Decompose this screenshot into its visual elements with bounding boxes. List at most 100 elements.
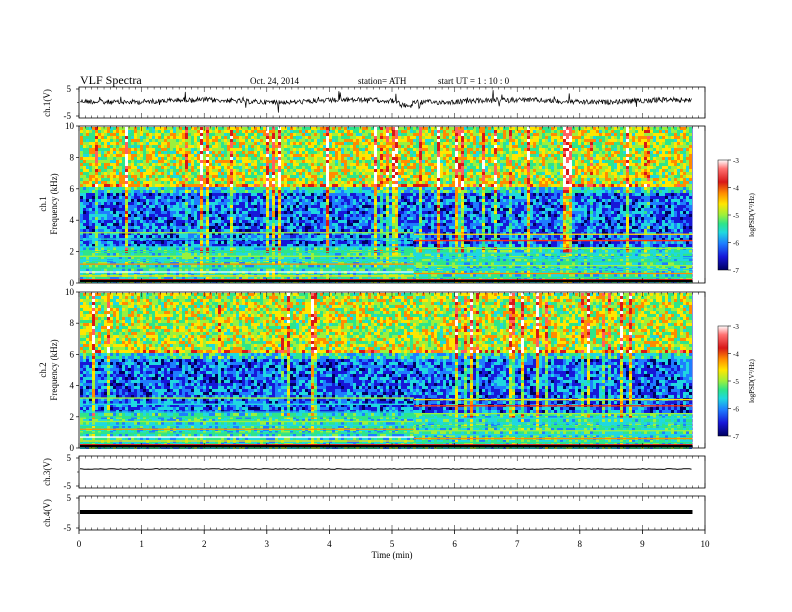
spectrogram-cell bbox=[446, 136, 449, 139]
spectrogram-cell bbox=[101, 142, 104, 145]
spectrogram-cell bbox=[116, 187, 119, 190]
spectrogram-cell bbox=[422, 196, 425, 199]
spectrogram-cell bbox=[440, 169, 443, 172]
spectrogram-cell bbox=[317, 184, 320, 187]
spectrogram-cell bbox=[320, 127, 323, 130]
spectrogram-cell bbox=[413, 154, 416, 157]
spectrogram-cell bbox=[293, 187, 296, 190]
spectrogram-cell bbox=[665, 130, 668, 133]
spectrogram-cell bbox=[638, 127, 641, 130]
spectrogram-cell bbox=[152, 130, 155, 133]
spectrogram-cell bbox=[269, 151, 272, 154]
spectrogram-cell bbox=[233, 139, 236, 142]
spectrogram-cell bbox=[296, 139, 299, 142]
spectrogram-cell bbox=[410, 157, 413, 160]
spectrogram-cell bbox=[593, 127, 596, 130]
spectrogram-cell bbox=[530, 139, 533, 142]
spectrogram-cell bbox=[422, 151, 425, 154]
spectrogram-cell bbox=[512, 163, 515, 166]
spectrogram-cell bbox=[674, 133, 677, 136]
spectrogram-cell bbox=[362, 169, 365, 172]
spectrogram-cell bbox=[179, 163, 182, 166]
spectrogram-cell bbox=[341, 142, 344, 145]
spectrogram-cell bbox=[104, 199, 107, 202]
spectrogram-cell bbox=[509, 130, 512, 133]
spectrogram-cell bbox=[458, 166, 461, 169]
spectrogram-cell bbox=[599, 148, 602, 151]
spectrogram-cell bbox=[287, 199, 290, 202]
spectrogram-cell bbox=[395, 166, 398, 169]
spectrogram-cell bbox=[623, 136, 626, 139]
spectrogram-cell bbox=[335, 175, 338, 178]
spectrogram-cell bbox=[452, 133, 455, 136]
spectrogram-cell bbox=[245, 172, 248, 175]
spectrogram-cell bbox=[335, 139, 338, 142]
spectrogram-cell bbox=[185, 145, 188, 148]
spectrogram-cell bbox=[278, 199, 281, 202]
spectrogram-cell bbox=[659, 172, 662, 175]
spectrogram-cell bbox=[428, 178, 431, 181]
spectrogram-cell bbox=[599, 154, 602, 157]
spectrogram-cell bbox=[185, 130, 188, 133]
spectrogram-cell bbox=[662, 157, 665, 160]
spectrogram-cell bbox=[194, 136, 197, 139]
spectrogram-cell bbox=[368, 193, 371, 196]
spectrogram-cell bbox=[299, 127, 302, 130]
spectrogram-cell bbox=[83, 163, 86, 166]
spectrogram-cell bbox=[476, 163, 479, 166]
spectrogram-cell bbox=[194, 169, 197, 172]
spectrogram-cell bbox=[152, 169, 155, 172]
spectrogram-cell bbox=[302, 151, 305, 154]
spectrogram-cell bbox=[332, 145, 335, 148]
spectrogram-cell bbox=[347, 157, 350, 160]
spectrogram-cell bbox=[365, 196, 368, 199]
spectrogram-cell bbox=[575, 196, 578, 199]
spectrogram-cell bbox=[356, 175, 359, 178]
spectrogram-cell bbox=[503, 166, 506, 169]
spectrogram-cell bbox=[473, 184, 476, 187]
spectrogram-cell bbox=[350, 151, 353, 154]
spectrogram-cell bbox=[137, 133, 140, 136]
spectrogram-cell bbox=[137, 187, 140, 190]
spectrogram-cell bbox=[233, 190, 236, 193]
spectrogram-cell bbox=[278, 148, 281, 151]
spectrogram-cell bbox=[266, 163, 269, 166]
spectrogram-cell bbox=[215, 193, 218, 196]
spectrogram-cell bbox=[623, 196, 626, 199]
spectrogram-cell bbox=[437, 160, 440, 163]
spectrogram-cell bbox=[191, 193, 194, 196]
spectrogram-cell bbox=[239, 127, 242, 130]
spectrogram-cell bbox=[353, 142, 356, 145]
spectrogram-cell bbox=[98, 190, 101, 193]
spectrogram-cell bbox=[245, 184, 248, 187]
spectrogram-cell bbox=[419, 178, 422, 181]
spectrogram-cell bbox=[596, 196, 599, 199]
spectrogram-cell bbox=[590, 133, 593, 136]
spectrogram-cell bbox=[215, 133, 218, 136]
spectrogram-cell bbox=[164, 193, 167, 196]
spectrogram-cell bbox=[464, 136, 467, 139]
spectrogram-cell bbox=[335, 154, 338, 157]
spectrogram-cell bbox=[200, 199, 203, 202]
spectrogram-cell bbox=[386, 181, 389, 184]
spectrogram-cell bbox=[224, 151, 227, 154]
spectrogram-cell bbox=[491, 160, 494, 163]
spectrogram-cell bbox=[395, 148, 398, 151]
spectrogram-cell bbox=[614, 154, 617, 157]
spectrogram-cell bbox=[425, 157, 428, 160]
spectrogram-cell bbox=[641, 154, 644, 157]
spectrogram-cell bbox=[227, 196, 230, 199]
spectrogram-cell bbox=[470, 172, 473, 175]
spectrogram-cell bbox=[215, 142, 218, 145]
spectrogram-cell bbox=[629, 151, 632, 154]
spectrogram-cell bbox=[677, 175, 680, 178]
spectrogram-cell bbox=[533, 148, 536, 151]
spectrogram-cell bbox=[338, 181, 341, 184]
spectrogram-cell bbox=[83, 154, 86, 157]
spectrogram-cell bbox=[611, 145, 614, 148]
spectrogram-cell bbox=[374, 160, 377, 163]
spectrogram-cell bbox=[551, 160, 554, 163]
spectrogram-cell bbox=[440, 184, 443, 187]
spectrogram-cell bbox=[110, 163, 113, 166]
spectrogram-cell bbox=[218, 136, 221, 139]
